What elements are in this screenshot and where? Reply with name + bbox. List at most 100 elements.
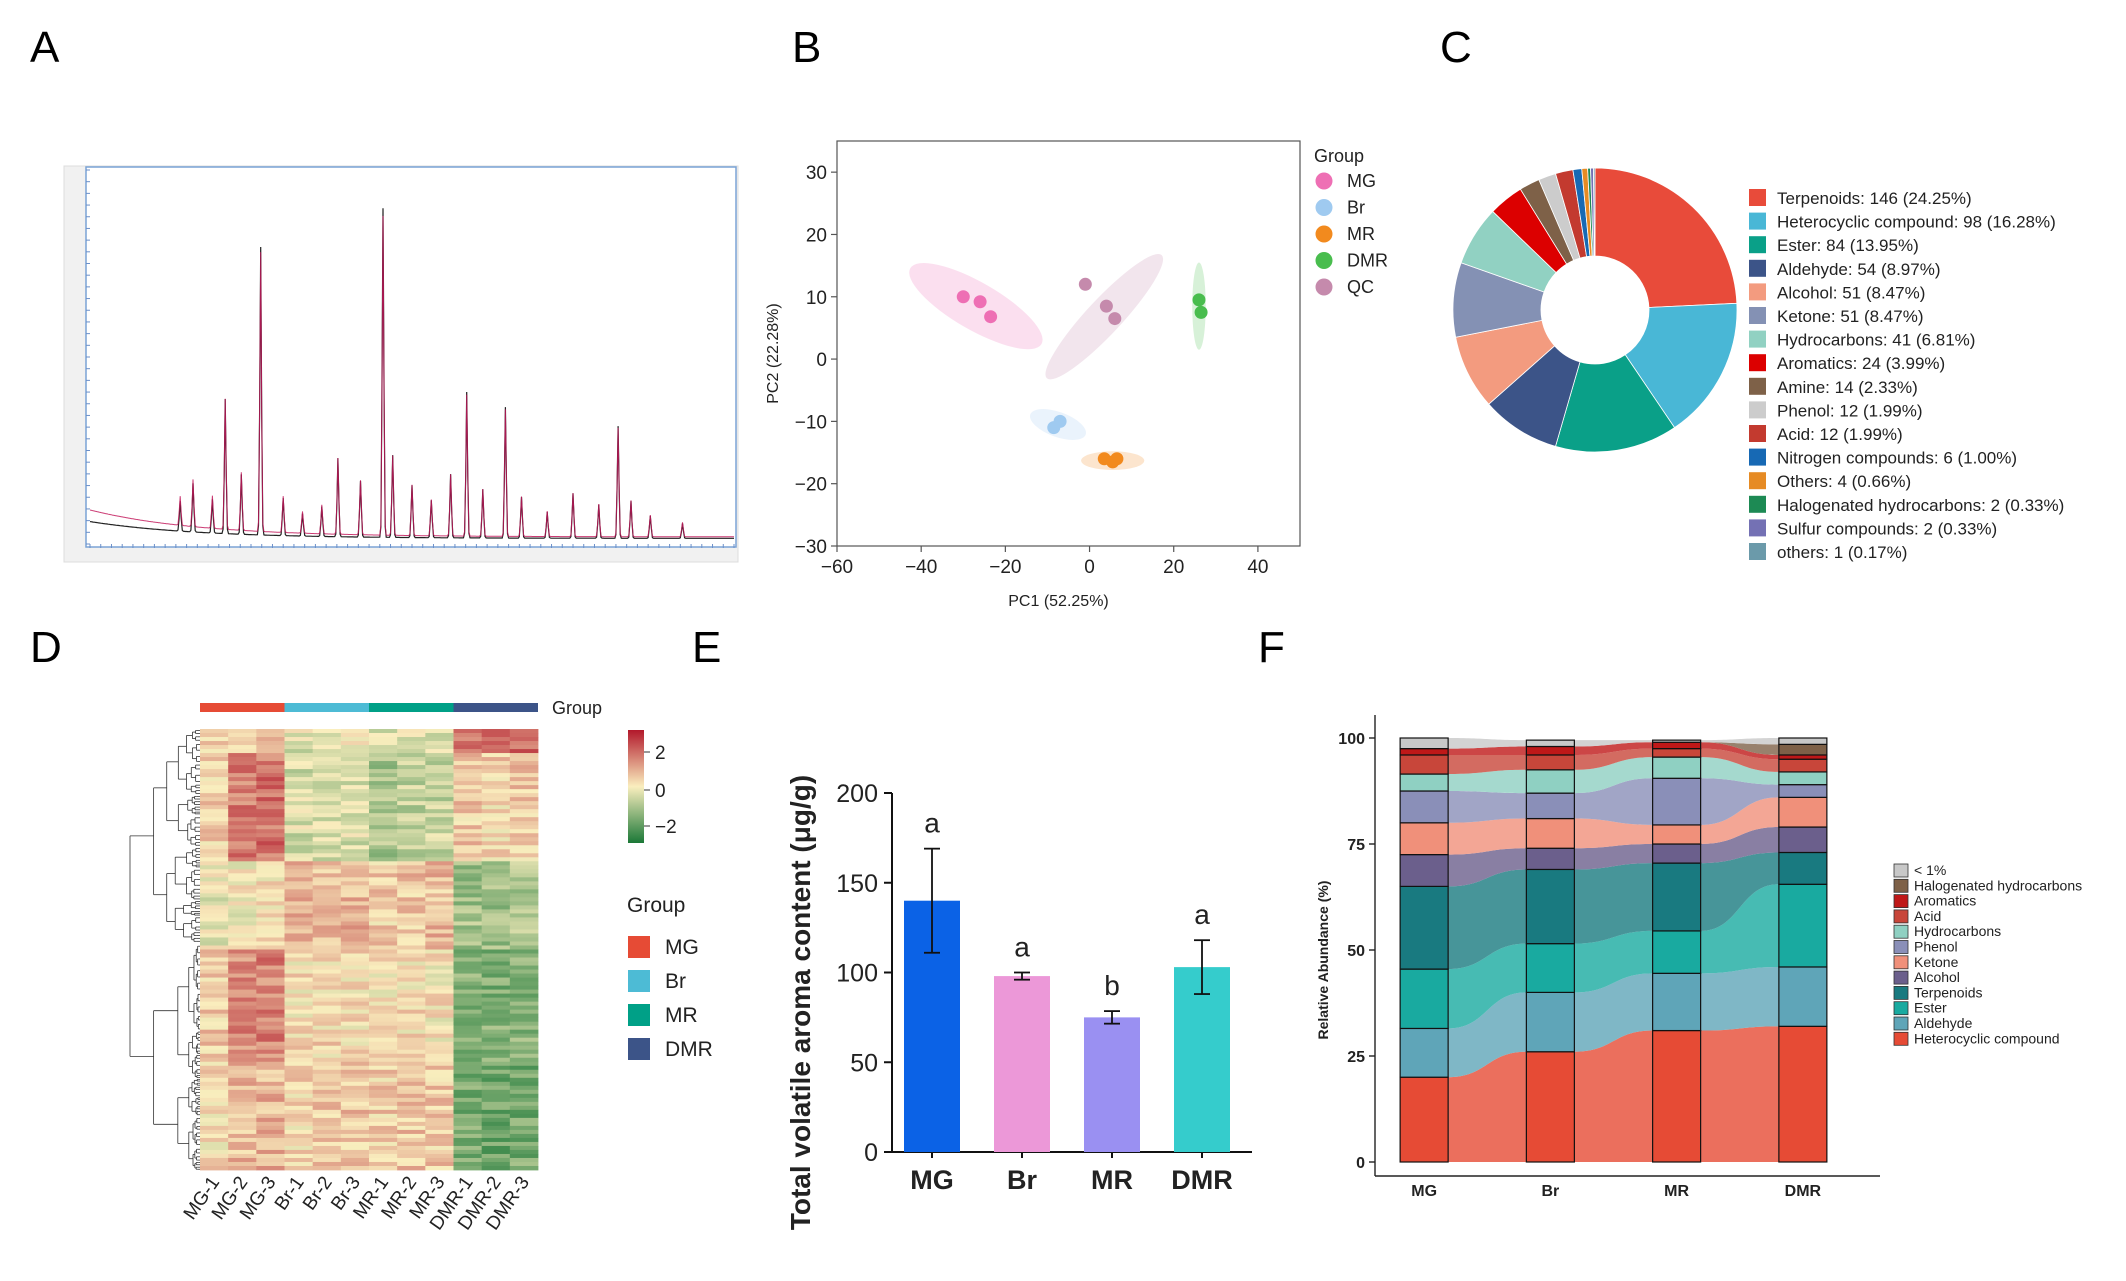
heatmap-cell bbox=[397, 1157, 426, 1163]
heatmap-cell bbox=[256, 933, 285, 938]
bar-y-tick-label: 0 bbox=[864, 1139, 878, 1167]
heatmap-cell bbox=[284, 1061, 314, 1067]
heatmap-cell bbox=[228, 897, 257, 902]
heatmap-cell bbox=[397, 769, 426, 774]
heatmap-cell bbox=[284, 1153, 314, 1159]
heatmap-cell bbox=[312, 973, 342, 978]
pca-y-tick-label: −10 bbox=[795, 412, 827, 433]
heatmap-cell bbox=[369, 1005, 398, 1011]
heatmap-cell bbox=[284, 997, 314, 1003]
heatmap-cell bbox=[284, 917, 314, 922]
heatmap-cell bbox=[340, 981, 370, 986]
heatmap-cell bbox=[425, 981, 454, 986]
heatmap-cell bbox=[397, 749, 426, 754]
heatmap-cell bbox=[453, 945, 483, 950]
heatmap-cell bbox=[200, 793, 229, 798]
heatmap-cell bbox=[200, 1141, 229, 1147]
heatmap-cell bbox=[453, 1101, 483, 1107]
heatmap-cell bbox=[453, 1165, 483, 1171]
heatmap-cell bbox=[256, 1053, 285, 1059]
stack-segment bbox=[1525, 817, 1575, 849]
heatmap-cell bbox=[340, 1093, 370, 1099]
heatmap-cell bbox=[425, 1061, 454, 1067]
heatmap-cell bbox=[481, 1105, 511, 1111]
heatmap-cell bbox=[256, 785, 285, 790]
heatmap-group-bar-mr bbox=[369, 703, 454, 712]
heatmap-cell bbox=[397, 797, 426, 802]
heatmap-cell bbox=[425, 1017, 454, 1023]
heatmap-cell bbox=[228, 885, 257, 890]
donut-legend-swatch-10 bbox=[1749, 425, 1766, 442]
heatmap-cell bbox=[481, 1077, 511, 1083]
heatmap-color-scale bbox=[628, 730, 644, 843]
heatmap-cell bbox=[453, 957, 483, 962]
heatmap-cell bbox=[425, 1133, 454, 1139]
heatmap-cell bbox=[369, 913, 398, 918]
heatmap-cell bbox=[369, 1049, 398, 1055]
heatmap-cell bbox=[481, 1129, 511, 1135]
heatmap-cell bbox=[453, 1021, 483, 1027]
heatmap-cell bbox=[369, 1161, 398, 1167]
heatmap-cell bbox=[425, 837, 454, 842]
heatmap-cell bbox=[340, 1105, 370, 1111]
heatmap-scale-tick-label: −2 bbox=[655, 817, 677, 838]
heatmap-cell bbox=[312, 1077, 342, 1083]
heatmap-cell bbox=[425, 1077, 454, 1083]
heatmap-cell bbox=[481, 837, 511, 842]
heatmap-cell bbox=[200, 1053, 229, 1059]
heatmap-cell bbox=[453, 1133, 483, 1139]
stack-legend-swatch bbox=[1893, 863, 1909, 878]
heatmap-cell bbox=[453, 1073, 483, 1079]
heatmap-cell bbox=[284, 1017, 314, 1023]
heatmap-cell bbox=[340, 757, 370, 762]
heatmap-cell bbox=[200, 1145, 229, 1151]
heatmap-cell bbox=[425, 1009, 454, 1015]
heatmap-cell bbox=[369, 1157, 398, 1163]
heatmap-cell bbox=[509, 757, 539, 762]
stack-segment bbox=[1778, 743, 1828, 756]
heatmap-cell bbox=[200, 857, 229, 862]
heatmap-cell bbox=[397, 809, 426, 814]
heatmap-cell bbox=[228, 1125, 257, 1131]
heatmap-cell bbox=[312, 917, 342, 922]
heatmap-cell bbox=[425, 849, 454, 854]
heatmap-cell bbox=[340, 1113, 370, 1119]
heatmap-group-bar-label: Group bbox=[552, 698, 602, 718]
heatmap-cell bbox=[481, 769, 511, 774]
donut-legend-swatch-1 bbox=[1749, 212, 1766, 230]
heatmap-cell bbox=[284, 981, 314, 986]
heatmap-cell bbox=[200, 981, 229, 986]
heatmap-cell bbox=[509, 1089, 539, 1095]
stack-legend-label: < 1% bbox=[1914, 862, 1946, 878]
heatmap-cell bbox=[397, 1033, 426, 1039]
heatmap-cell bbox=[200, 929, 229, 934]
heatmap-cell bbox=[312, 1013, 342, 1019]
heatmap-cell bbox=[284, 949, 314, 954]
heatmap-cell bbox=[397, 1141, 426, 1147]
heatmap-cell bbox=[256, 1077, 285, 1083]
heatmap-cell bbox=[256, 945, 285, 950]
heatmap-cell bbox=[312, 801, 342, 806]
heatmap-cell bbox=[228, 837, 257, 842]
heatmap-cell bbox=[228, 1025, 257, 1031]
heatmap-cell bbox=[312, 977, 342, 982]
heatmap-cell bbox=[256, 1073, 285, 1079]
heatmap-cell bbox=[200, 1097, 229, 1103]
heatmap-cell bbox=[397, 1005, 426, 1011]
heatmap-cell bbox=[256, 1033, 285, 1039]
heatmap-cell bbox=[481, 809, 511, 814]
heatmap-cell bbox=[340, 741, 370, 746]
panel-letter-a: A bbox=[30, 23, 60, 72]
heatmap-cell bbox=[284, 1157, 314, 1163]
heatmap-cell bbox=[340, 849, 370, 854]
heatmap-cell bbox=[284, 793, 314, 798]
heatmap-cell bbox=[509, 861, 539, 866]
heatmap-cell bbox=[312, 829, 342, 834]
heatmap-cell bbox=[453, 737, 483, 742]
heatmap-cell bbox=[200, 909, 229, 914]
heatmap-cell bbox=[256, 881, 285, 886]
heatmap-legend-swatch-dmr bbox=[628, 1038, 650, 1060]
heatmap-cell bbox=[200, 761, 229, 766]
heatmap-cell bbox=[256, 801, 285, 806]
bar-x-tick-label: MG bbox=[910, 1165, 954, 1195]
